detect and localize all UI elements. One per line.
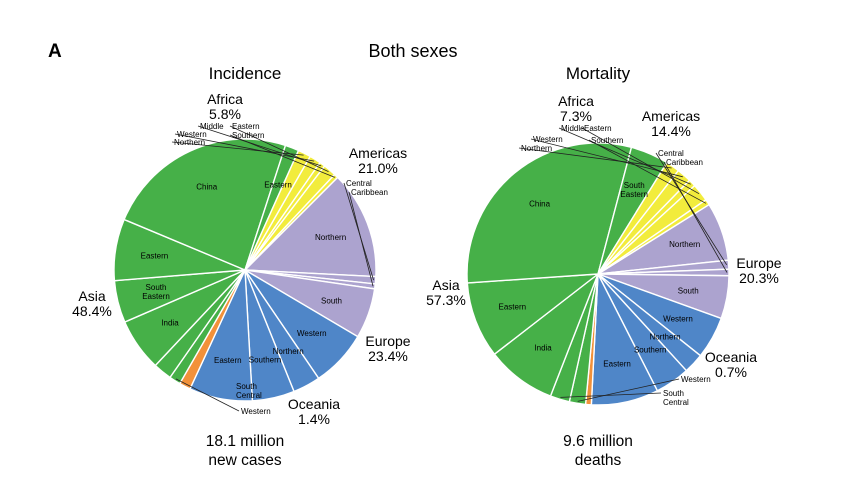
region-label-africa: Africa bbox=[558, 93, 594, 109]
leader-line bbox=[655, 152, 728, 266]
sub-label-europe-western: Western bbox=[663, 315, 693, 324]
leader-line bbox=[197, 125, 322, 167]
region-label-europe: Europe bbox=[736, 255, 781, 271]
pie-caption-line-2: new cases bbox=[208, 452, 281, 469]
pie-slices bbox=[466, 142, 730, 406]
sub-label-asia-western: Western bbox=[241, 407, 271, 416]
region-pct-asia: 48.4% bbox=[72, 303, 112, 319]
region-label-africa: Africa bbox=[207, 91, 243, 107]
sub-label-americas-northern: Northern bbox=[669, 240, 700, 249]
leader-line bbox=[229, 134, 335, 178]
sub-label-asia-south-central: South Central bbox=[663, 389, 689, 407]
sub-label-americas-central: Central bbox=[658, 149, 684, 158]
sub-label-africa-western: Western bbox=[533, 135, 563, 144]
sub-label-asia-india: India bbox=[534, 344, 552, 353]
leader-line bbox=[577, 378, 680, 402]
leader-line bbox=[581, 127, 700, 195]
sub-label-europe-southern: Southern bbox=[249, 356, 281, 365]
region-pct-africa: 7.3% bbox=[560, 108, 592, 124]
sub-label-africa-middle: Middle bbox=[561, 124, 585, 133]
slice-asia-china bbox=[466, 142, 633, 284]
region-pct-oceania: 1.4% bbox=[298, 411, 330, 427]
region-label-oceania: Oceania bbox=[705, 349, 757, 365]
sub-label-asia-eastern: Eastern bbox=[141, 252, 169, 261]
region-pct-africa: 5.8% bbox=[209, 106, 241, 122]
sub-label-asia-south-eastern: South Eastern bbox=[142, 283, 170, 301]
leader-line bbox=[175, 378, 240, 412]
region-pct-oceania: 0.7% bbox=[715, 364, 747, 380]
sub-label-africa-northern: Northern bbox=[174, 138, 205, 147]
pie-caption-line-1: 18.1 million bbox=[206, 433, 284, 450]
sub-label-americas-south: South bbox=[678, 286, 699, 295]
leader-line bbox=[229, 125, 329, 172]
slice-africa-southern bbox=[244, 173, 339, 271]
pie-caption-line-2: deaths bbox=[575, 452, 622, 469]
pie-title: Mortality bbox=[566, 64, 631, 83]
sub-label-asia-eastern: Eastern bbox=[499, 303, 527, 312]
leader-line bbox=[348, 191, 374, 287]
region-label-americas: Americas bbox=[642, 108, 700, 124]
region-label-asia: Asia bbox=[432, 277, 459, 293]
sub-label-europe-eastern: Eastern bbox=[214, 356, 242, 365]
sub-label-africa-eastern: Eastern bbox=[584, 124, 612, 133]
sub-label-africa-middle: Middle bbox=[200, 122, 224, 131]
region-pct-europe: 20.3% bbox=[739, 270, 779, 286]
sub-label-europe-western: Western bbox=[297, 329, 327, 338]
sub-label-africa-northern: Northern bbox=[521, 144, 552, 153]
sub-label-europe-northern: Northern bbox=[649, 333, 680, 342]
slice-americas-northern bbox=[243, 176, 377, 278]
leader-line bbox=[663, 161, 728, 273]
region-pct-asia: 57.3% bbox=[426, 292, 466, 308]
region-pct-americas: 14.4% bbox=[651, 123, 691, 139]
leader-line bbox=[518, 147, 672, 169]
slice-africa-southern bbox=[597, 198, 711, 275]
sub-label-africa-western: Western bbox=[177, 130, 207, 139]
region-label-americas: Americas bbox=[349, 145, 407, 161]
pie-caption-line-1: 9.6 million bbox=[563, 433, 633, 450]
leader-line bbox=[558, 127, 691, 185]
sub-label-asia-india: India bbox=[161, 319, 179, 328]
region-label-europe: Europe bbox=[365, 333, 410, 349]
sub-label-americas-northern: Northern bbox=[315, 233, 346, 242]
sub-label-africa-eastern: Eastern bbox=[232, 122, 260, 131]
slice-asia-china bbox=[123, 138, 287, 271]
pie-slices bbox=[113, 138, 377, 402]
leader-line bbox=[560, 392, 662, 398]
sub-label-europe-northern: Northern bbox=[273, 347, 304, 356]
sub-label-asia-south-eastern: South Eastern bbox=[620, 181, 648, 199]
region-label-oceania: Oceania bbox=[288, 396, 340, 412]
region-pct-americas: 21.0% bbox=[358, 160, 398, 176]
leader-line bbox=[174, 133, 315, 162]
leader-line bbox=[588, 139, 707, 204]
region-label-asia: Asia bbox=[78, 288, 105, 304]
sub-label-asia-south-central: South Central bbox=[236, 382, 262, 400]
sub-label-asia-china: China bbox=[196, 183, 217, 192]
sub-label-europe-southern: Southern bbox=[634, 345, 666, 354]
sub-label-americas-south: South bbox=[321, 297, 342, 306]
sub-label-asia-eastern: Eastern bbox=[264, 180, 292, 189]
pie-title: Incidence bbox=[209, 64, 282, 83]
sub-label-asia-western: Western bbox=[681, 375, 711, 384]
sub-label-africa-southern: Southern bbox=[232, 131, 264, 140]
sub-label-americas-caribbean: Caribbean bbox=[666, 158, 703, 167]
sub-label-americas-caribbean: Caribbean bbox=[351, 188, 388, 197]
sub-label-asia-china: China bbox=[529, 199, 550, 208]
sub-label-africa-southern: Southern bbox=[591, 136, 623, 145]
region-pct-europe: 23.4% bbox=[368, 348, 408, 364]
sub-label-americas-central: Central bbox=[346, 179, 372, 188]
slice-asia-eastern bbox=[466, 273, 601, 356]
panel-letter: A bbox=[48, 41, 62, 62]
sub-label-europe-eastern: Eastern bbox=[603, 360, 631, 369]
figure-title: Both sexes bbox=[368, 41, 457, 61]
